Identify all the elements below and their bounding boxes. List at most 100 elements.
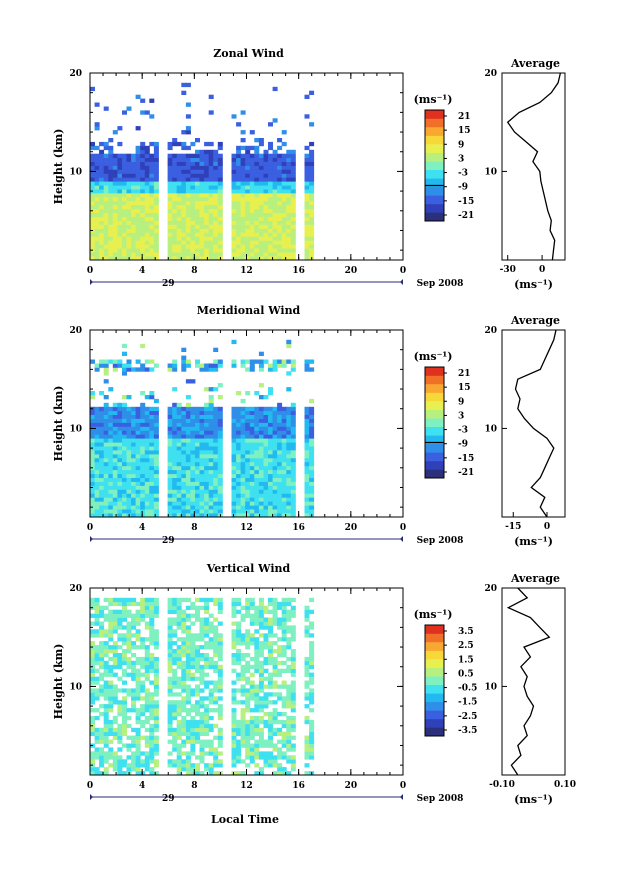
heat-cell (185, 236, 191, 241)
heat-cell (258, 157, 264, 162)
heat-cell (258, 649, 264, 654)
heat-cell (153, 430, 159, 435)
heat-cell (185, 256, 191, 261)
heat-cell (94, 165, 100, 170)
heat-cell (181, 216, 187, 221)
heat-cell (135, 613, 141, 618)
heat-cell (117, 256, 123, 261)
heat-cell (176, 414, 182, 419)
heat-cell (190, 751, 196, 756)
heat-cell (263, 220, 269, 225)
heat-cell (268, 363, 273, 368)
heat-cell (181, 177, 187, 182)
heat-cell (263, 395, 269, 400)
heat-cell (149, 454, 155, 459)
heat-cell (254, 609, 260, 614)
heat-cell (108, 220, 114, 225)
heat-cell (309, 660, 315, 666)
heat-cell (254, 755, 260, 760)
heat-cell (176, 157, 182, 162)
heat-cell (199, 473, 205, 478)
heat-cell (99, 177, 105, 182)
heat-cell (167, 727, 173, 733)
heat-cell (195, 509, 200, 514)
heat-cell (149, 414, 155, 419)
heat-cell (245, 641, 251, 646)
heat-cell (131, 161, 137, 166)
heat-cell (286, 609, 292, 614)
colorbar-cell (425, 186, 444, 196)
heat-cell (236, 481, 242, 486)
heat-cell (90, 395, 95, 400)
heat-cell (126, 363, 132, 368)
heat-cell (245, 414, 251, 419)
heat-cell (245, 457, 251, 463)
heat-cell (272, 743, 278, 748)
heat-cell (185, 684, 191, 689)
heat-cell (231, 189, 237, 194)
heat-cell (245, 505, 251, 510)
heat-cell (94, 649, 100, 654)
heat-cell (236, 601, 242, 607)
heat-cell (231, 177, 237, 182)
heat-cell (117, 735, 123, 740)
heat-cell (281, 173, 287, 178)
heat-cell (144, 240, 150, 245)
heat-cell (172, 457, 178, 463)
heat-cell (249, 513, 255, 518)
heat-cell (144, 621, 150, 626)
heat-cell (190, 621, 196, 626)
heat-cell (208, 629, 214, 634)
heat-cell (176, 189, 182, 194)
heat-cell (258, 481, 264, 486)
heat-cell (122, 708, 127, 713)
heat-cell (240, 668, 246, 673)
heat-cell (290, 197, 296, 202)
heat-cell (240, 422, 246, 427)
heat-cell (176, 653, 182, 658)
heat-cell (126, 252, 132, 257)
heat-cell (217, 232, 223, 237)
heat-cell (263, 509, 269, 514)
heat-cell (258, 633, 264, 638)
heat-cell (185, 497, 191, 502)
heat-cell (185, 477, 191, 482)
heat-cell (208, 457, 214, 463)
heat-cell (272, 149, 278, 155)
heat-cell (286, 692, 292, 697)
heat-cell (254, 406, 260, 412)
heat-cell (249, 193, 255, 198)
heat-cell (122, 228, 127, 233)
heat-cell (286, 161, 292, 166)
heat-cell (131, 625, 137, 630)
heat-cell (286, 418, 292, 423)
heat-cell (126, 220, 132, 225)
heat-cell (99, 220, 105, 225)
heat-cell (213, 165, 219, 170)
heat-cell (199, 617, 205, 622)
colorbar-tick-label: -3 (458, 426, 468, 436)
heat-cell (304, 414, 310, 419)
heat-cell (281, 735, 287, 740)
heat-cell (153, 509, 159, 514)
heat-cell (231, 735, 237, 740)
heat-cell (172, 422, 178, 427)
heat-cell (236, 177, 242, 182)
heat-cell (108, 387, 114, 392)
heat-cell (195, 236, 200, 241)
heat-cell (176, 759, 182, 764)
heat-cell (135, 228, 141, 233)
heat-cell (117, 193, 123, 198)
heat-cell (281, 621, 287, 626)
heat-cell (272, 708, 278, 713)
heat-cell (99, 751, 105, 756)
heat-cell (236, 755, 242, 760)
heat-cell (172, 138, 178, 143)
heat-cell (172, 684, 178, 689)
heat-cell (213, 735, 219, 740)
heat-cell (231, 743, 237, 748)
heat-cell (99, 609, 105, 614)
heat-cell (217, 252, 223, 257)
heat-cell (185, 232, 191, 237)
heat-cell (185, 613, 191, 618)
